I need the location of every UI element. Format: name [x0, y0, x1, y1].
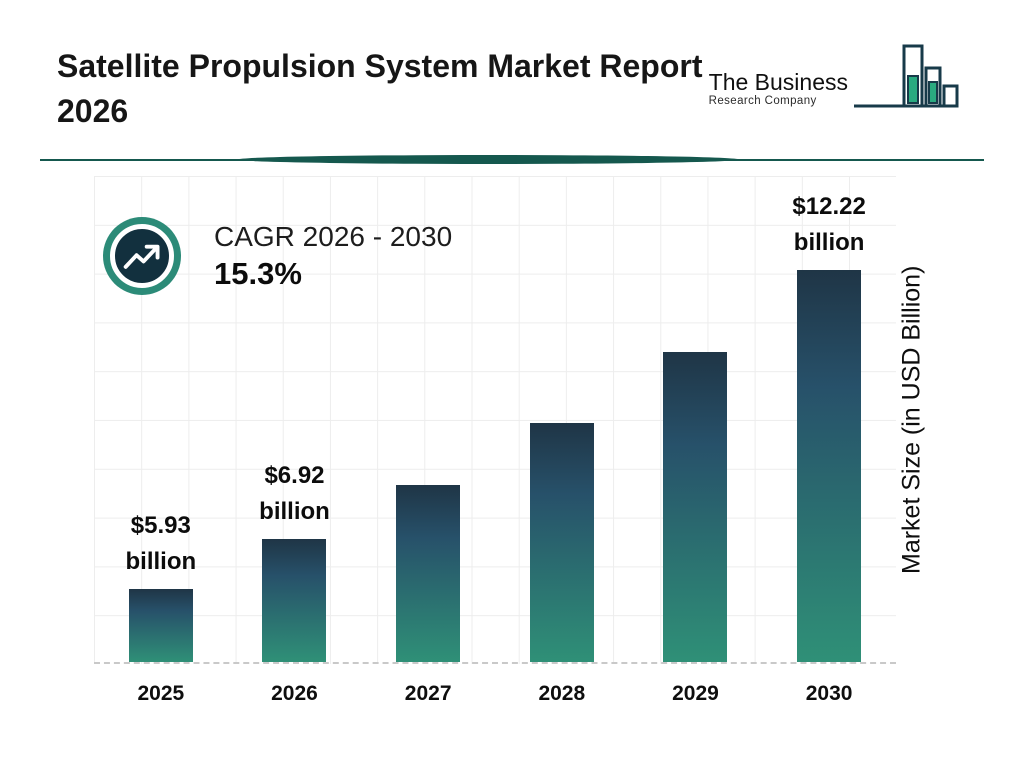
bar-column	[362, 485, 495, 662]
cagr-text: CAGR 2026 - 2030 15.3%	[214, 221, 452, 292]
bars: $5.93 billion $6.92 billion $12.22 billion	[94, 176, 896, 662]
bar-2027	[396, 485, 461, 662]
logo-name: The Business	[708, 68, 848, 95]
x-axis-label-2028: 2028	[538, 682, 586, 705]
bar-chart-logo-icon	[852, 40, 962, 123]
x-axis-label-2029: 2029	[672, 682, 719, 705]
bar-value-label-line: billion	[259, 498, 330, 525]
bar-column: $12.22 billion	[763, 189, 896, 662]
bar-value-label: $12.22 billion	[792, 189, 865, 261]
bar-2025	[128, 589, 193, 662]
bar-column: $5.93 billion	[94, 508, 227, 662]
bar-value-label-line: billion	[125, 548, 197, 575]
x-axis: 2025 2026 2027 2028 2029 2030	[94, 682, 896, 706]
bar-chart: $5.93 billion $6.92 billion $12.22 billion	[94, 176, 896, 664]
bar-value-label-line: billion	[793, 229, 865, 256]
cagr-badge: CAGR 2026 - 2030 15.3%	[96, 210, 452, 302]
trending-up-icon	[110, 224, 174, 288]
bar-2028	[529, 423, 594, 662]
page-title: Satellite Propulsion System Market Repor…	[57, 48, 703, 130]
logo-text: The Business Research Company	[708, 68, 848, 123]
bar-value-label: $5.93 billion	[126, 508, 197, 580]
company-logo: The Business Research Company	[709, 40, 962, 123]
bar-value-label: $6.92 billion	[259, 458, 330, 530]
bar-column	[629, 352, 762, 662]
x-axis-label-2025: 2025	[137, 682, 185, 705]
bar-2030	[797, 270, 862, 662]
cagr-label: CAGR 2026 - 2030	[214, 220, 453, 252]
bar-column: $6.92 billion	[228, 458, 361, 662]
bar-2029	[663, 352, 728, 662]
y-axis-label: Market Size (in USD Billion)	[897, 265, 926, 575]
header-divider	[40, 155, 984, 165]
x-axis-label-2026: 2026	[271, 682, 318, 705]
x-axis-label-2030: 2030	[805, 682, 853, 705]
bar-value-label-line: $6.92	[264, 462, 325, 489]
bar-2026	[262, 539, 327, 662]
x-axis-label-2027: 2027	[404, 682, 452, 705]
logo-subname: Research Company	[708, 95, 817, 107]
bar-value-label-line: $12.22	[792, 193, 866, 220]
divider-lens	[238, 155, 739, 164]
bar-column	[495, 423, 628, 662]
cagr-value: 15.3%	[214, 255, 302, 291]
cagr-icon-wrap	[96, 210, 188, 302]
bar-value-label-line: $5.93	[130, 512, 191, 539]
